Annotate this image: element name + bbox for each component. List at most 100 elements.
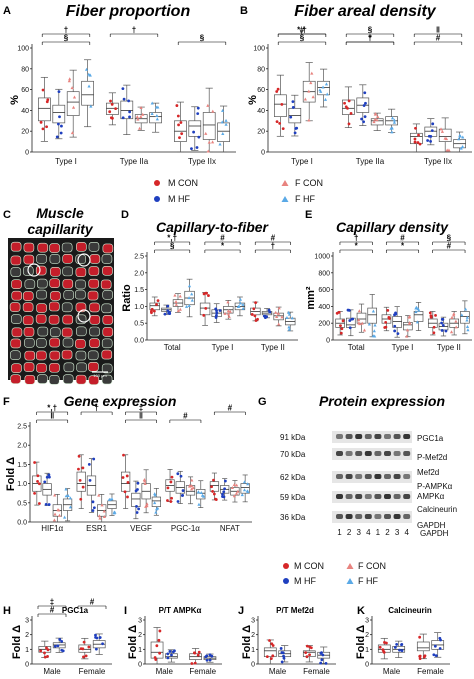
data-point — [190, 662, 194, 665]
legend-marker — [346, 563, 354, 569]
muscle-fiber-type-i — [89, 315, 101, 325]
data-point — [281, 651, 285, 655]
muscle-fiber-type-i — [49, 243, 60, 253]
data-point — [58, 638, 62, 641]
title-d: Capillary-to-fiber — [156, 219, 270, 235]
data-point — [307, 89, 311, 93]
legend-label: M CON — [294, 561, 324, 571]
kda-label: 91 kDa — [280, 433, 306, 442]
data-point — [166, 656, 170, 660]
muscle-fiber-type-ii — [24, 338, 35, 348]
data-point — [277, 306, 281, 310]
data-point — [88, 73, 92, 77]
significance-markers: *,†§#*#† — [154, 234, 291, 253]
data-point — [324, 661, 328, 665]
muscle-fiber-type-ii — [62, 266, 73, 277]
y-tick-label: 400 — [318, 304, 330, 311]
data-point — [417, 308, 421, 312]
data-point — [97, 514, 101, 518]
muscle-fiber-type-i — [89, 302, 100, 313]
data-point — [166, 304, 170, 308]
x-tick-label: Female — [417, 667, 444, 676]
data-point — [180, 132, 184, 136]
data-point — [44, 503, 48, 506]
data-point — [363, 115, 367, 119]
data-point — [97, 493, 101, 497]
data-point — [153, 501, 157, 505]
title-c-line2: capillarity — [27, 221, 94, 237]
data-point — [287, 325, 291, 329]
protein-label: PGC1a — [417, 434, 444, 443]
muscle-fiber-type-i — [9, 302, 21, 312]
blot-band — [355, 494, 363, 499]
panel-letter-a: A — [3, 5, 11, 17]
data-point — [60, 640, 64, 643]
data-point — [43, 651, 46, 655]
title-f: Gene expression — [64, 393, 177, 409]
legend-label: F CON — [358, 561, 386, 571]
sig-symbol: # — [400, 234, 405, 243]
data-point — [295, 126, 299, 130]
data-point — [150, 101, 154, 105]
data-point — [60, 124, 63, 128]
data-point — [211, 490, 214, 493]
y-tick-label: 3 — [251, 618, 255, 625]
data-point — [452, 312, 456, 316]
data-point — [168, 650, 172, 653]
data-point — [208, 653, 212, 657]
data-point — [389, 126, 393, 130]
data-point — [39, 120, 43, 124]
data-point — [207, 140, 211, 144]
muscle-fiber-type-ii — [75, 289, 86, 300]
data-point — [241, 302, 245, 306]
x-tick-label: HIF1α — [41, 524, 63, 533]
data-point — [431, 122, 435, 126]
x-tick-label: NFAT — [220, 524, 240, 533]
legend-g: M CON F CON M HF F HF — [283, 561, 386, 586]
data-point — [432, 325, 436, 329]
muscle-fiber-type-i — [50, 291, 61, 301]
data-point — [305, 644, 309, 648]
data-point — [137, 507, 141, 511]
data-point — [184, 304, 189, 308]
data-point — [108, 110, 112, 114]
protein-label: GAPDH — [417, 521, 446, 530]
muscle-fiber-type-ii — [48, 375, 60, 385]
data-point — [136, 481, 140, 485]
blot-band — [384, 451, 391, 456]
blot-band — [345, 514, 353, 519]
data-point — [166, 486, 170, 490]
data-point — [340, 327, 344, 331]
data-point — [373, 117, 377, 121]
data-point — [310, 71, 314, 75]
data-point — [275, 90, 279, 93]
data-point — [280, 102, 284, 106]
title-k: Calcineurin — [388, 606, 432, 615]
data-point — [307, 118, 311, 122]
data-point — [466, 328, 470, 332]
data-point — [362, 328, 367, 332]
data-point — [71, 105, 76, 109]
data-point — [321, 85, 325, 89]
data-point — [279, 647, 283, 650]
muscle-fiber-type-ii — [62, 374, 74, 384]
blot-band — [355, 474, 363, 479]
data-point — [234, 491, 239, 495]
data-point — [91, 509, 95, 512]
muscle-fiber-type-i — [11, 279, 22, 290]
protein-label: P-AMPKα — [417, 482, 453, 491]
legend-label: F HF — [358, 576, 378, 586]
data-point — [349, 111, 353, 115]
blot-band — [355, 434, 363, 439]
data-point — [173, 293, 177, 297]
panel-letter-h: H — [3, 605, 11, 617]
data-point — [440, 329, 444, 332]
data-point — [204, 307, 208, 310]
data-point — [393, 329, 397, 333]
x-tick-label: Type IIx — [424, 157, 452, 166]
data-point — [58, 115, 61, 119]
data-point — [232, 483, 236, 487]
data-point — [390, 130, 394, 134]
data-point — [344, 105, 348, 109]
data-point — [102, 509, 106, 513]
